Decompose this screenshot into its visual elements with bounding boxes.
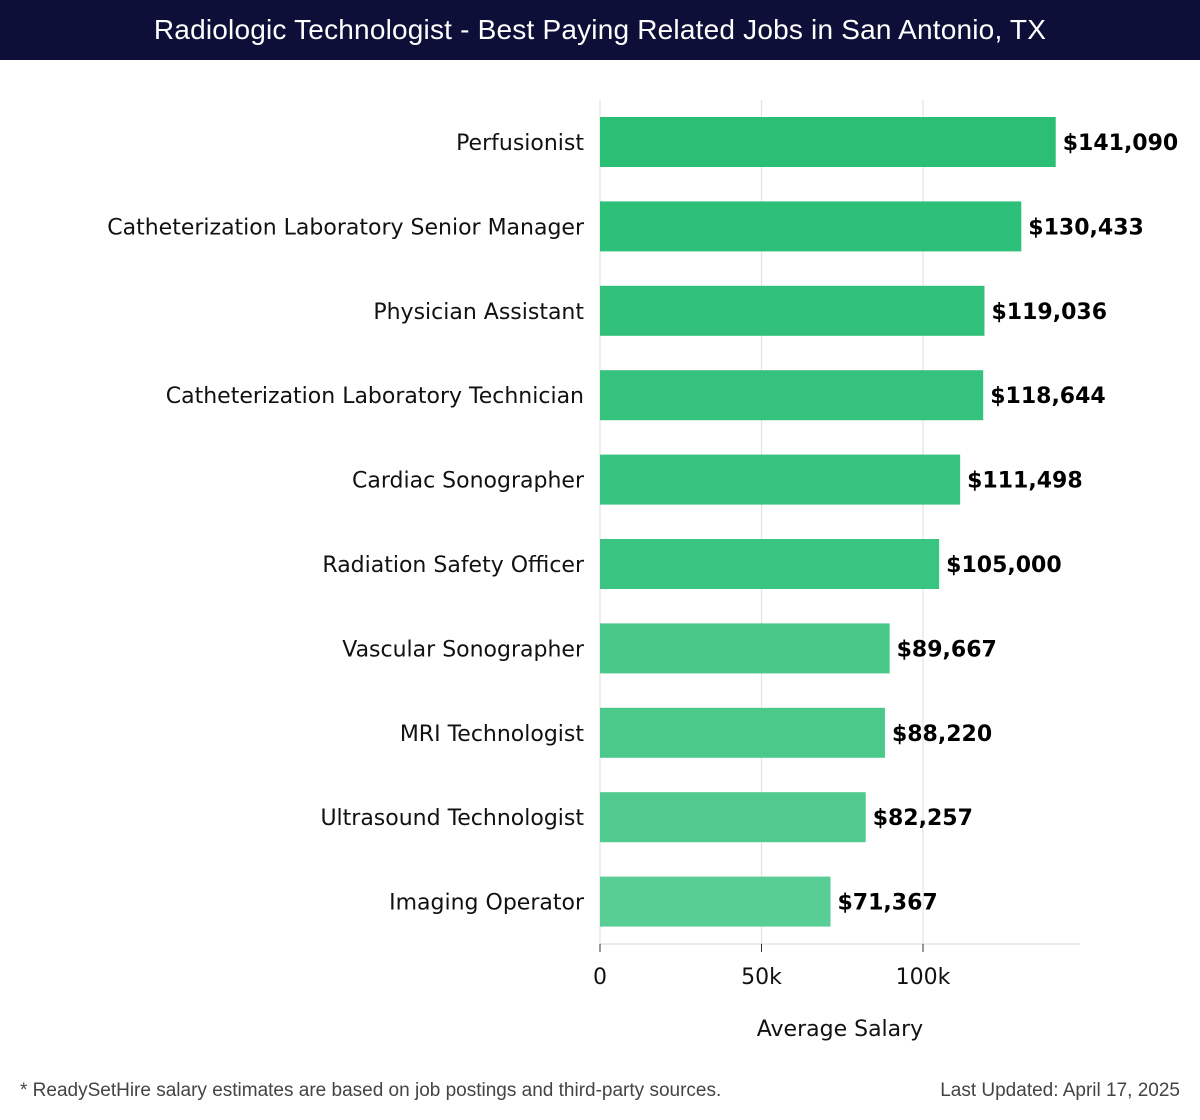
x-tick-label-2: 100k xyxy=(896,965,951,990)
bar-8 xyxy=(600,792,866,843)
category-label-5: Radiation Safety Officer xyxy=(322,553,585,578)
value-label-7: $88,220 xyxy=(892,722,992,747)
category-label-6: Vascular Sonographer xyxy=(342,637,585,662)
footer-note: * ReadySetHire salary estimates are base… xyxy=(20,1080,722,1101)
value-label-9: $71,367 xyxy=(838,891,938,916)
chart-title: Radiologic Technologist - Best Paying Re… xyxy=(153,14,1047,45)
bar-3 xyxy=(600,370,984,421)
category-label-0: Perfusionist xyxy=(456,131,584,156)
category-labels: Perfusionist Catheterization Laboratory S… xyxy=(107,131,585,916)
bar-chart: Perfusionist Catheterization Laboratory S… xyxy=(107,100,1179,1042)
value-label-8: $82,257 xyxy=(873,806,973,831)
bar-7 xyxy=(600,707,885,758)
value-label-2: $119,036 xyxy=(991,300,1107,325)
category-label-8: Ultrasound Technologist xyxy=(320,806,584,831)
bar-4 xyxy=(600,454,961,505)
value-label-0: $141,090 xyxy=(1063,131,1179,156)
value-labels: $141,090 $130,433 $119,036 $118,644 $111,498… xyxy=(838,131,1179,916)
category-label-1: Catheterization Laboratory Senior Manage… xyxy=(107,215,585,240)
x-axis-title: Average Salary xyxy=(757,1017,923,1042)
value-label-4: $111,498 xyxy=(967,469,1083,494)
bar-0 xyxy=(600,117,1056,167)
bars xyxy=(600,117,1056,927)
bar-1 xyxy=(600,201,1022,252)
x-tick-label-0: 0 xyxy=(593,965,607,990)
chart-header: Radiologic Technologist - Best Paying Re… xyxy=(0,0,1200,60)
category-label-7: MRI Technologist xyxy=(400,722,585,747)
category-label-9: Imaging Operator xyxy=(389,891,585,916)
bar-6 xyxy=(600,623,890,674)
x-tick-label-1: 50k xyxy=(741,965,782,990)
bar-2 xyxy=(600,285,985,336)
category-label-2: Physician Assistant xyxy=(373,300,584,325)
value-label-3: $118,644 xyxy=(990,384,1106,409)
value-label-5: $105,000 xyxy=(946,553,1062,578)
category-label-4: Cardiac Sonographer xyxy=(352,469,585,494)
bar-5 xyxy=(600,539,940,589)
value-label-1: $130,433 xyxy=(1028,215,1144,240)
value-label-6: $89,667 xyxy=(897,637,997,662)
bar-9 xyxy=(600,876,831,927)
category-label-3: Catheterization Laboratory Technician xyxy=(166,384,584,409)
x-axis-ticks: 0 50k 100k xyxy=(593,944,951,990)
last-updated: Last Updated: April 17, 2025 xyxy=(940,1080,1180,1101)
